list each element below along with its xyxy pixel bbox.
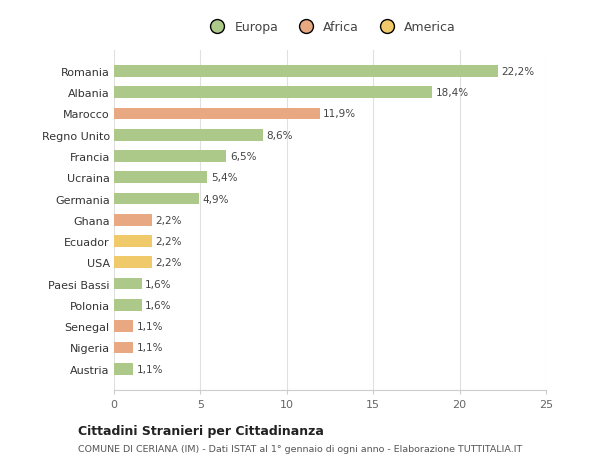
- Bar: [114, 66, 497, 78]
- Text: 2,2%: 2,2%: [155, 236, 182, 246]
- Bar: [114, 363, 133, 375]
- Legend: Europa, Africa, America: Europa, Africa, America: [199, 16, 461, 39]
- Text: 2,2%: 2,2%: [155, 258, 182, 268]
- Bar: [114, 257, 152, 269]
- Text: 5,4%: 5,4%: [211, 173, 237, 183]
- Bar: [114, 193, 199, 205]
- Bar: [114, 342, 133, 353]
- Bar: [114, 129, 263, 141]
- Bar: [114, 278, 142, 290]
- Bar: [114, 320, 133, 332]
- Bar: [114, 151, 226, 162]
- Text: 11,9%: 11,9%: [323, 109, 356, 119]
- Text: 1,1%: 1,1%: [136, 364, 163, 374]
- Bar: [114, 87, 432, 99]
- Text: 6,5%: 6,5%: [230, 151, 256, 162]
- Text: 1,6%: 1,6%: [145, 300, 172, 310]
- Bar: [114, 214, 152, 226]
- Text: COMUNE DI CERIANA (IM) - Dati ISTAT al 1° gennaio di ogni anno - Elaborazione TU: COMUNE DI CERIANA (IM) - Dati ISTAT al 1…: [78, 444, 522, 453]
- Bar: [114, 299, 142, 311]
- Text: 4,9%: 4,9%: [202, 194, 229, 204]
- Text: 1,6%: 1,6%: [145, 279, 172, 289]
- Text: 8,6%: 8,6%: [266, 130, 293, 140]
- Text: 1,1%: 1,1%: [136, 343, 163, 353]
- Bar: [114, 108, 320, 120]
- Text: 22,2%: 22,2%: [501, 67, 534, 77]
- Text: 1,1%: 1,1%: [136, 321, 163, 331]
- Text: Cittadini Stranieri per Cittadinanza: Cittadini Stranieri per Cittadinanza: [78, 425, 324, 437]
- Bar: [114, 236, 152, 247]
- Text: 2,2%: 2,2%: [155, 215, 182, 225]
- Bar: [114, 172, 208, 184]
- Text: 18,4%: 18,4%: [436, 88, 469, 98]
